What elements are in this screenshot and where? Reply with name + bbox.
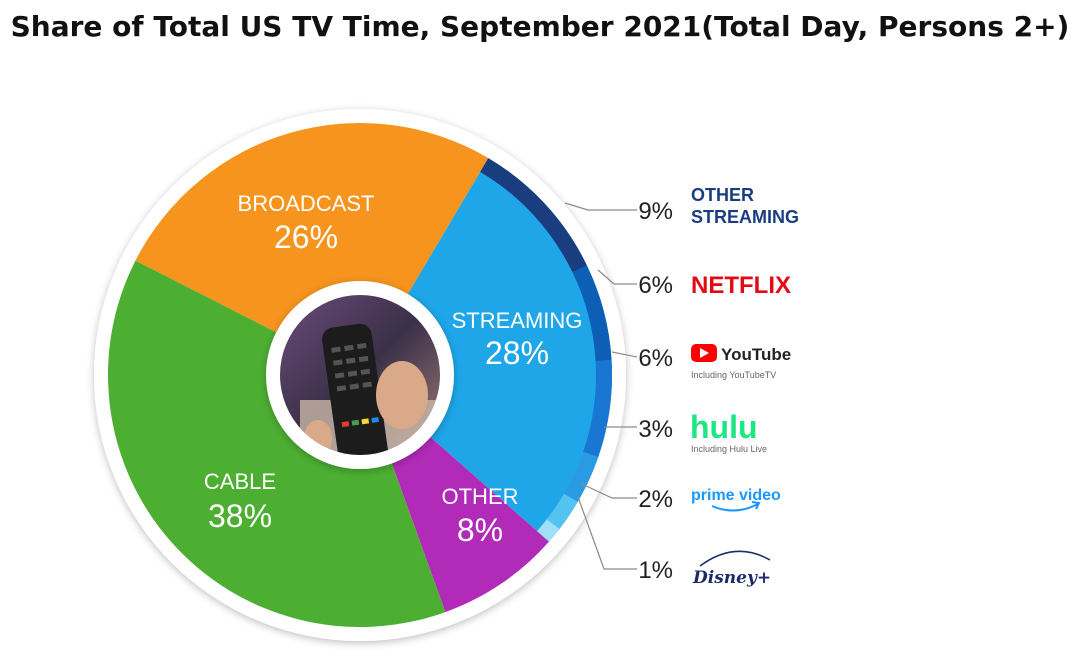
netflix-arc: [572, 265, 612, 362]
hulu-pct: 3%: [638, 416, 673, 443]
youtube-legend: YouTube Including YouTubeTV: [691, 344, 791, 380]
leader-line-youtube: [611, 351, 638, 358]
youtube-label: YouTube: [721, 345, 791, 364]
other-pct: 8%: [457, 512, 503, 548]
disney-arc-icon: [699, 550, 771, 567]
leader-line-disney: [577, 496, 637, 570]
broadcast-slice: [135, 122, 489, 375]
streaming-breakdown-arcs: [480, 158, 612, 542]
disney-plus-logo: Disney+: [692, 568, 771, 588]
other-streaming-line2: STREAMING: [691, 207, 799, 227]
prime-video-legend: prime video: [691, 487, 781, 512]
other-streaming-line1: OTHER: [691, 185, 754, 205]
other-streaming-label: OTHER STREAMING: [691, 185, 799, 227]
prime-video-pct: 2%: [638, 486, 673, 513]
leader-line-netflix: [597, 269, 637, 285]
prime-arrow-icon: [751, 501, 761, 510]
chart-title: Share of Total US TV Time, September 202…: [10, 10, 1070, 43]
disney-plus-arc: [537, 519, 560, 542]
broadcast-label: BROADCAST: [238, 191, 375, 216]
prime-video-arc: [546, 493, 578, 529]
disney-plus-legend: Disney+: [692, 550, 771, 588]
other-streaming-arc: [480, 158, 587, 273]
streaming-label: STREAMING: [452, 308, 583, 333]
other-label: OTHER: [442, 484, 519, 509]
youtube-sublabel: Including YouTubeTV: [691, 370, 776, 380]
slice-labels: BROADCAST 26% STREAMING 28% OTHER 8% CAB…: [204, 191, 582, 548]
cable-label: CABLE: [204, 469, 276, 494]
streaming-slice: [360, 158, 613, 542]
netflix-pct: 6%: [638, 272, 673, 299]
prime-video-logo: prime video: [691, 487, 781, 504]
remote-control-image: [280, 295, 440, 455]
cable-pct: 38%: [208, 498, 272, 534]
youtube-triangle-icon: [700, 348, 709, 358]
youtube-pct: 6%: [638, 345, 673, 372]
other-streaming-legend: OTHER STREAMING: [691, 185, 799, 227]
breakdown-percentages: 9% 6% 6% 3% 2% 1%: [638, 198, 673, 584]
cable-slice: [107, 260, 446, 628]
leader-line-other-streaming: [564, 202, 637, 211]
netflix-logo: NETFLIX: [691, 272, 791, 299]
prime-smile-icon: [711, 503, 759, 512]
main-slices: [107, 122, 613, 628]
youtube-arc: [583, 360, 612, 458]
hulu-arc: [563, 451, 599, 502]
hulu-sublabel: Including Hulu Live: [691, 444, 767, 454]
other-streaming-pct: 9%: [638, 198, 673, 225]
hulu-legend: hulu Including Hulu Live: [690, 409, 767, 454]
broadcast-pct: 26%: [274, 219, 338, 255]
hulu-logo: hulu: [690, 409, 758, 445]
leader-lines: [564, 202, 638, 570]
disney-plus-pct: 1%: [638, 557, 673, 584]
streaming-pct: 28%: [485, 335, 549, 371]
leader-line-prime: [581, 483, 637, 499]
